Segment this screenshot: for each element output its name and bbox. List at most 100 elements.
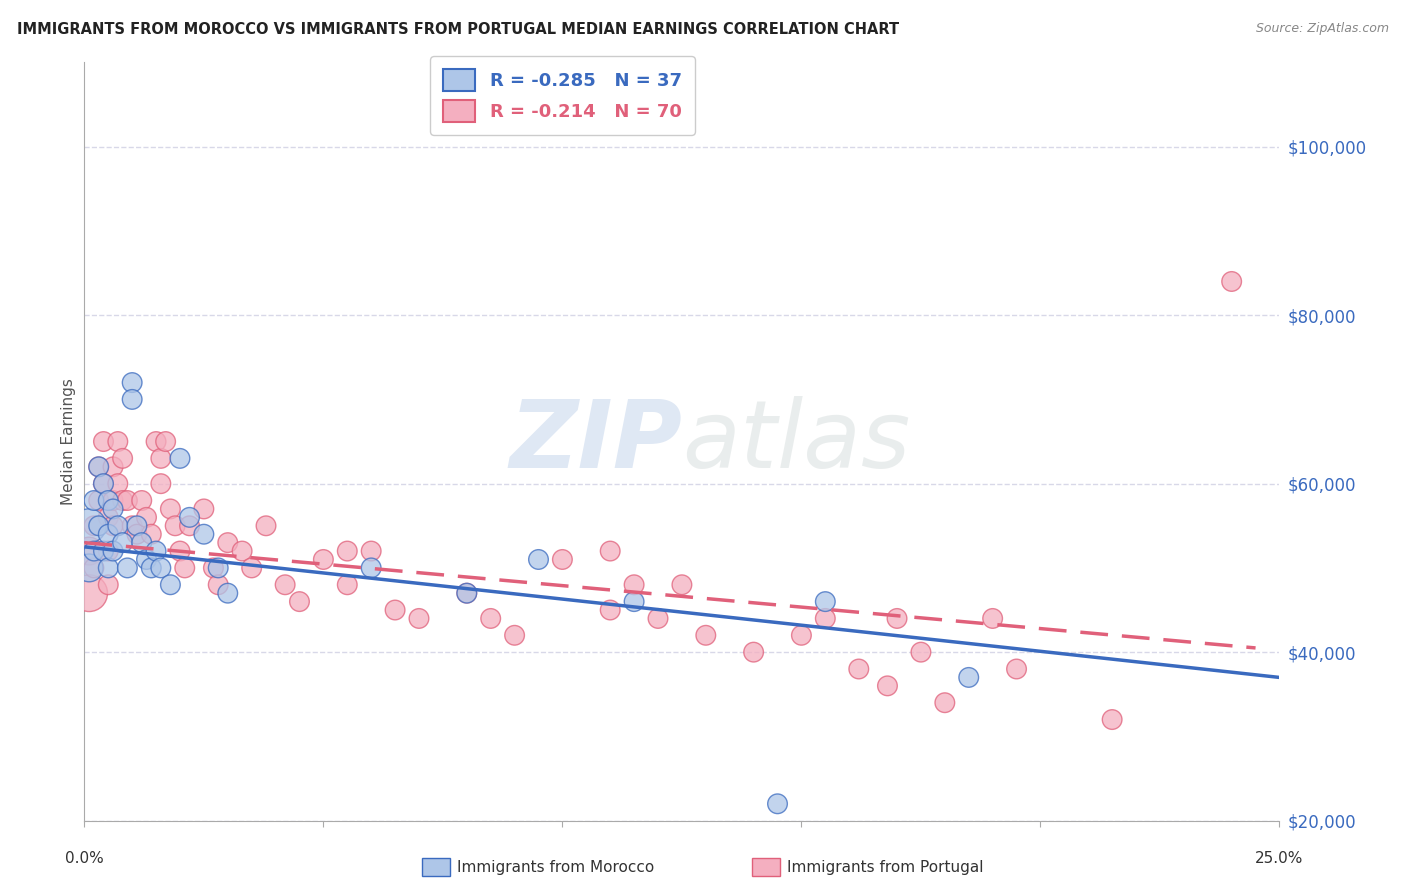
- Point: [159, 578, 181, 592]
- Point: [101, 502, 124, 516]
- Point: [456, 586, 478, 600]
- Point: [107, 434, 129, 449]
- Text: atlas: atlas: [682, 396, 910, 487]
- Point: [179, 510, 201, 524]
- Point: [117, 561, 139, 575]
- Point: [145, 434, 167, 449]
- Point: [165, 518, 187, 533]
- Point: [131, 493, 153, 508]
- Point: [93, 476, 115, 491]
- Point: [217, 586, 239, 600]
- Point: [179, 518, 201, 533]
- Point: [101, 518, 124, 533]
- Point: [149, 451, 172, 466]
- Point: [957, 670, 980, 684]
- Point: [87, 459, 110, 474]
- Point: [207, 578, 229, 592]
- Point: [135, 510, 157, 524]
- Point: [910, 645, 932, 659]
- Point: [193, 502, 215, 516]
- Point: [141, 527, 163, 541]
- Point: [1005, 662, 1028, 676]
- Point: [217, 535, 239, 549]
- Point: [336, 544, 359, 558]
- Point: [77, 518, 100, 533]
- Point: [207, 561, 229, 575]
- Point: [623, 594, 645, 608]
- Text: Immigrants from Portugal: Immigrants from Portugal: [787, 860, 984, 874]
- Text: ZIP: ZIP: [509, 395, 682, 488]
- Point: [111, 493, 134, 508]
- Point: [159, 502, 181, 516]
- Point: [101, 459, 124, 474]
- Point: [981, 611, 1004, 625]
- Point: [408, 611, 430, 625]
- Point: [456, 586, 478, 600]
- Point: [479, 611, 502, 625]
- Point: [599, 544, 621, 558]
- Point: [121, 518, 143, 533]
- Point: [125, 527, 148, 541]
- Point: [87, 459, 110, 474]
- Point: [93, 476, 115, 491]
- Text: IMMIGRANTS FROM MOROCCO VS IMMIGRANTS FROM PORTUGAL MEDIAN EARNINGS CORRELATION : IMMIGRANTS FROM MOROCCO VS IMMIGRANTS FR…: [17, 22, 898, 37]
- Y-axis label: Median Earnings: Median Earnings: [60, 378, 76, 505]
- Point: [111, 535, 134, 549]
- Point: [274, 578, 297, 592]
- Point: [790, 628, 813, 642]
- Point: [87, 493, 110, 508]
- Point: [135, 552, 157, 566]
- Point: [1101, 713, 1123, 727]
- Point: [254, 518, 277, 533]
- Point: [360, 544, 382, 558]
- Point: [155, 434, 177, 449]
- Point: [169, 544, 191, 558]
- Point: [173, 561, 195, 575]
- Point: [141, 561, 163, 575]
- Point: [503, 628, 526, 642]
- Point: [360, 561, 382, 575]
- Point: [149, 476, 172, 491]
- Point: [83, 544, 105, 558]
- Point: [97, 544, 120, 558]
- Point: [77, 586, 100, 600]
- Point: [742, 645, 765, 659]
- Text: Source: ZipAtlas.com: Source: ZipAtlas.com: [1256, 22, 1389, 36]
- Point: [93, 434, 115, 449]
- Point: [101, 493, 124, 508]
- Point: [231, 544, 253, 558]
- Point: [97, 527, 120, 541]
- Point: [202, 561, 225, 575]
- Point: [551, 552, 574, 566]
- Point: [131, 535, 153, 549]
- Point: [125, 518, 148, 533]
- Point: [336, 578, 359, 592]
- Point: [647, 611, 669, 625]
- Point: [240, 561, 263, 575]
- Legend: R = -0.285   N = 37, R = -0.214   N = 70: R = -0.285 N = 37, R = -0.214 N = 70: [430, 56, 695, 135]
- Point: [671, 578, 693, 592]
- Point: [145, 544, 167, 558]
- Text: Immigrants from Morocco: Immigrants from Morocco: [457, 860, 654, 874]
- Point: [121, 392, 143, 407]
- Point: [384, 603, 406, 617]
- Point: [97, 493, 120, 508]
- Point: [766, 797, 789, 811]
- Point: [695, 628, 717, 642]
- Point: [97, 561, 120, 575]
- Point: [934, 696, 956, 710]
- Point: [848, 662, 870, 676]
- Point: [169, 451, 191, 466]
- Point: [101, 544, 124, 558]
- Point: [121, 376, 143, 390]
- Point: [599, 603, 621, 617]
- Point: [87, 518, 110, 533]
- Point: [77, 544, 100, 558]
- Point: [107, 476, 129, 491]
- Point: [97, 578, 120, 592]
- Point: [93, 544, 115, 558]
- Point: [107, 518, 129, 533]
- Point: [193, 527, 215, 541]
- Point: [117, 493, 139, 508]
- Point: [814, 594, 837, 608]
